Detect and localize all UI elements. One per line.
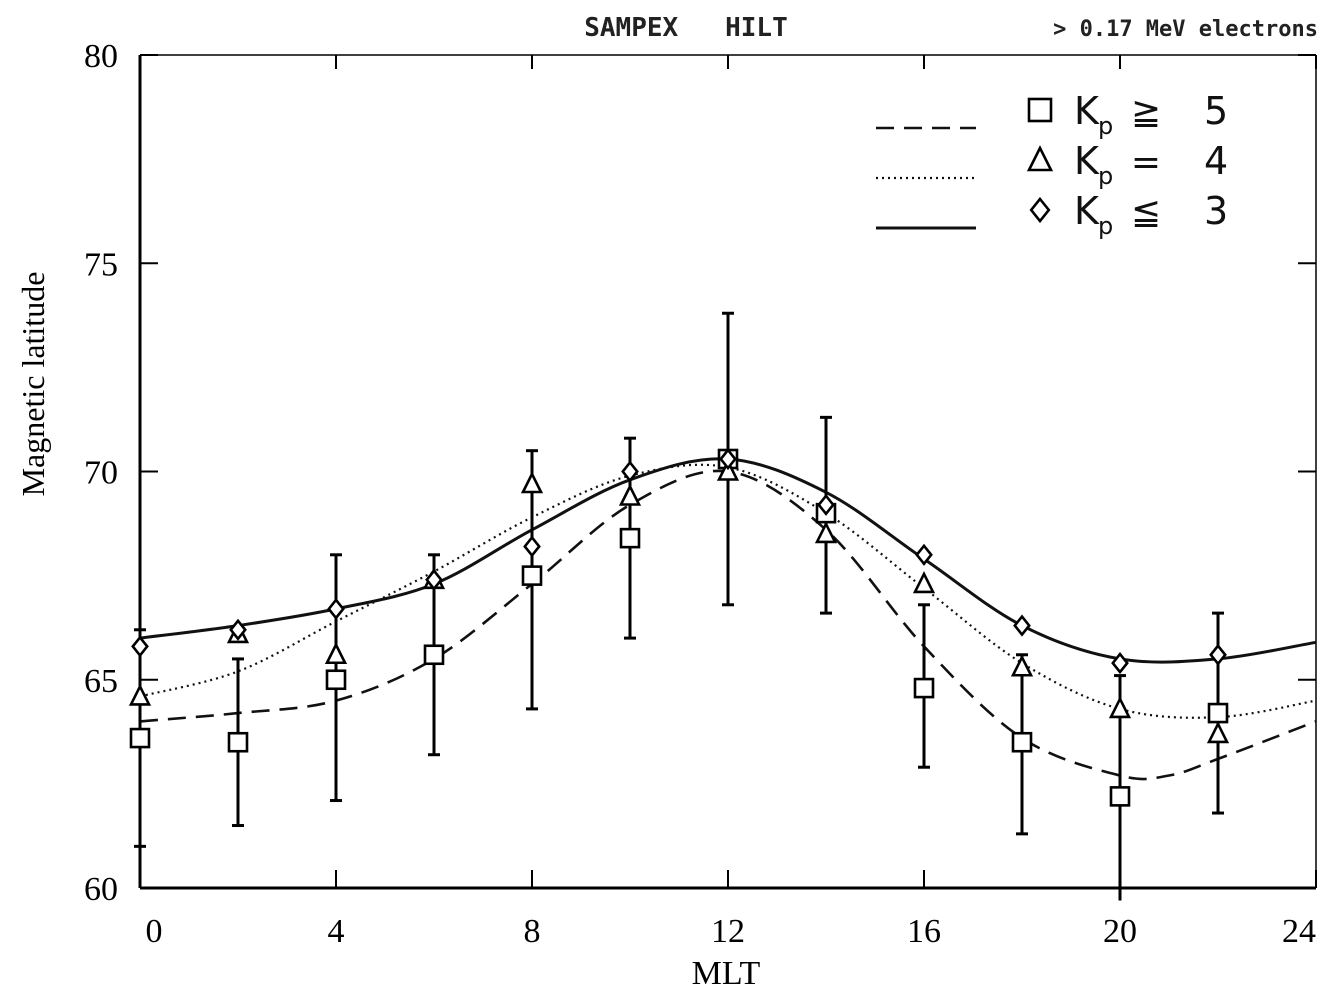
marker-kp4 [716, 458, 740, 481]
legend-label-val: 4 [1204, 139, 1228, 183]
x-tick-label: 8 [524, 913, 541, 950]
legend-label-prefix: K [1074, 189, 1100, 233]
error-bars [134, 311, 1224, 901]
legend-label-val: 3 [1204, 189, 1228, 233]
marker-kp5 [227, 731, 249, 753]
legend-label-prefix: K [1074, 139, 1100, 183]
marker-kp4 [324, 641, 348, 665]
marker-kp5 [1207, 702, 1229, 724]
marker-kp3 [131, 635, 149, 658]
marker-kp3 [229, 618, 247, 641]
marker-kp5 [521, 565, 543, 586]
y-tick-label: 70 [84, 455, 118, 492]
x-axis-label: MLT [692, 955, 761, 989]
marker-kp4 [814, 521, 838, 544]
marker-kp3 [817, 493, 835, 516]
marker-kp5 [913, 677, 935, 699]
marker-kp3 [915, 543, 933, 566]
y-tick-label: 80 [84, 38, 118, 75]
marker-kp3 [1111, 652, 1129, 675]
x-tick-label: 16 [907, 913, 941, 950]
marker-kp3 [327, 597, 345, 621]
y-tick-label: 60 [84, 871, 118, 908]
x-tick-label: 20 [1103, 913, 1137, 950]
legend-label-rel: ≧ [1131, 92, 1161, 133]
chart-subtitle: > 0.17 MeV electrons [1053, 17, 1318, 42]
y-tick-label: 75 [84, 246, 118, 283]
legend-label-rel: = [1131, 142, 1161, 183]
marker-kp4 [128, 683, 152, 706]
legend-marker-kp4 [1026, 145, 1054, 172]
legend-label-val: 5 [1204, 89, 1228, 133]
data-markers [128, 447, 1230, 807]
marker-kp3 [621, 460, 639, 483]
marker-kp5 [129, 727, 151, 749]
x-tick-label: 4 [328, 913, 345, 950]
marker-kp5 [1109, 786, 1131, 807]
legend-label-sub: p [1098, 162, 1113, 190]
chart-title: SAMPEX HILT [584, 13, 788, 43]
legend-marker-kp3 [1029, 196, 1051, 224]
marker-kp3 [1209, 643, 1227, 666]
legend-marker-kp5 [1027, 97, 1053, 123]
marker-kp4 [1108, 695, 1132, 719]
marker-kp4 [912, 571, 936, 594]
axis-ticks: 60 65 70 75 80 0 4 8 12 16 20 24 [84, 38, 1317, 950]
legend-label-sub: p [1098, 212, 1113, 240]
legend-label-prefix: K [1074, 89, 1100, 133]
marker-kp5 [619, 527, 641, 549]
y-tick-label: 65 [84, 663, 118, 700]
marker-kp5 [325, 669, 347, 691]
marker-kp5 [423, 644, 445, 666]
marker-kp4 [1206, 720, 1230, 744]
x-tick-label: 24 [1282, 913, 1316, 950]
x-tick-label: 0 [146, 913, 163, 950]
marker-kp4 [1010, 654, 1034, 677]
x-tick-label: 12 [711, 913, 745, 950]
marker-kp5 [1011, 731, 1033, 753]
marker-kp3 [719, 447, 737, 471]
legend-label-rel: ≦ [1131, 192, 1161, 233]
marker-kp4 [520, 471, 544, 494]
marker-kp3 [425, 568, 443, 591]
marker-kp4 [618, 483, 642, 506]
marker-kp3 [1013, 614, 1031, 637]
legend-label-sub: p [1098, 112, 1113, 140]
y-axis-label: Magnetic latitude [15, 272, 51, 497]
marker-kp3 [523, 535, 541, 558]
